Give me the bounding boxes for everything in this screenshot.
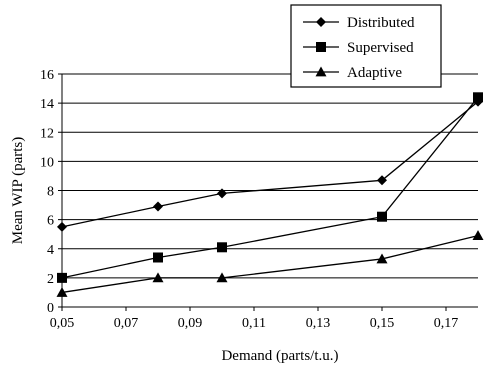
data-point-supervised [377,211,387,222]
series-line-distributed [61,101,479,228]
data-point-supervised [153,252,163,263]
y-tick-label: 6 [47,214,54,229]
x-tick-label: 0,13 [306,316,331,331]
y-tick-label: 2 [47,272,54,287]
legend-item-adaptive: Adaptive [303,65,402,81]
x-tick-label: 0,11 [242,316,266,331]
series-adaptive [56,230,484,297]
data-point-adaptive [472,230,484,241]
legend-item-distributed: Distributed [303,15,415,31]
series-distributed [57,96,483,232]
y-tick-label: 4 [47,243,54,258]
legend-item-supervised: Supervised [303,40,414,56]
series-group [56,92,484,297]
data-point-distributed [377,175,387,186]
data-point-adaptive [152,272,164,283]
legend-label: Distributed [347,15,415,31]
data-point-distributed [217,188,227,199]
y-tick-label: 16 [40,68,54,83]
x-axis-ticks: 0,05 0,07 0,09 0,11 0,13 0,15 0,17 [50,307,459,331]
legend-label: Adaptive [347,65,402,81]
series-supervised [57,92,483,283]
legend-label: Supervised [347,40,414,56]
legend-marker [316,17,326,27]
data-point-supervised [217,242,227,253]
y-axis-ticks: 0 2 4 6 8 10 12 14 16 [40,68,62,316]
y-tick-label: 12 [40,126,54,141]
legend-marker [316,42,326,52]
legend: Distributed Supervised Adaptive [290,4,442,88]
data-point-distributed [57,221,67,232]
x-tick-label: 0,17 [434,316,459,331]
y-tick-label: 0 [47,301,54,316]
legend-box [290,4,442,88]
data-point-adaptive [56,286,68,297]
x-axis-label: Demand (parts/t.u.) [221,348,338,364]
gridlines [62,73,478,279]
x-tick-label: 0,07 [114,316,139,331]
x-tick-label: 0,09 [178,316,203,331]
legend-marker [315,66,327,77]
x-tick-label: 0,15 [370,316,395,331]
y-tick-label: 10 [40,155,54,170]
data-point-supervised [57,272,67,283]
data-point-adaptive [216,272,228,283]
data-point-distributed [153,201,163,212]
data-point-adaptive [376,253,388,264]
y-axis-label: Mean WIP (parts) [10,137,26,244]
data-point-supervised [473,92,483,103]
x-tick-label: 0,05 [50,316,75,331]
y-tick-label: 8 [47,185,54,200]
y-tick-label: 14 [40,97,54,112]
